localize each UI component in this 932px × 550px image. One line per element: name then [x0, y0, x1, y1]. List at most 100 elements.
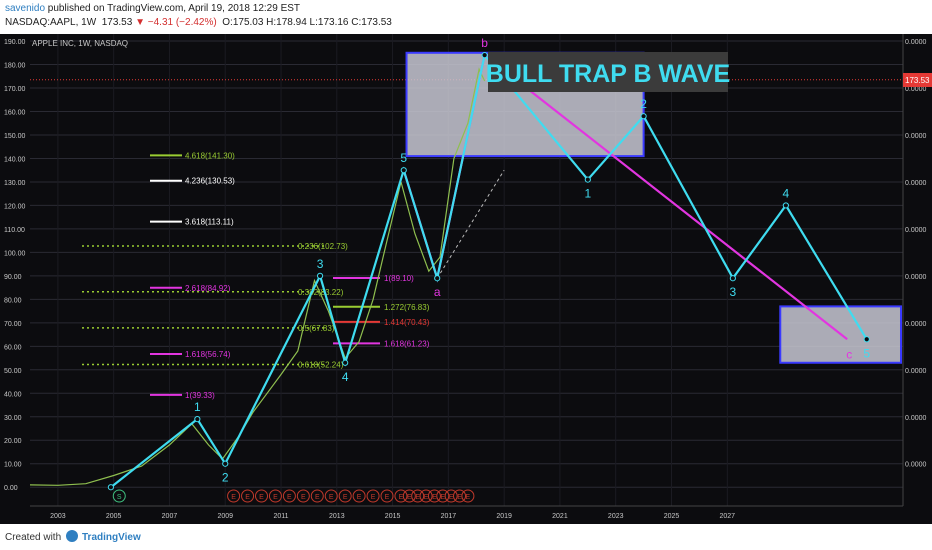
- fib-extension-label: 1(89.10): [384, 274, 414, 283]
- x-tick-label: 2027: [719, 513, 735, 520]
- wave-point: [316, 272, 324, 279]
- y-tick-label: 190.00: [4, 39, 26, 46]
- chart-svg[interactable]: 4.618(141.30) 4.236(130.53) 3.618(113.11) 2…: [0, 34, 932, 524]
- e-marker-circle: [436, 489, 450, 503]
- right-axis-label: 0.0000: [905, 274, 927, 281]
- fib-level-label: 2.618(84.92): [185, 284, 231, 293]
- wave-label: 5: [863, 346, 870, 360]
- x-tick-label: 2013: [329, 513, 345, 520]
- e-marker-label: E: [415, 494, 420, 501]
- x-tick-label: 2005: [106, 513, 122, 520]
- fib-extension-label: 1.414(70.43): [384, 318, 430, 327]
- e-marker-label: E: [457, 494, 462, 501]
- e-marker-circle: [427, 489, 441, 503]
- fib-retracement-label: 0.618(52.24): [298, 361, 344, 370]
- e-marker-circle: [241, 489, 255, 503]
- e-marker-circle: [282, 489, 296, 503]
- wave-label: 2: [222, 471, 229, 485]
- last-price: 173.53: [101, 17, 133, 28]
- wave-label: b: [481, 36, 488, 50]
- wave-label: 1: [584, 187, 591, 201]
- current-price-tag: [903, 73, 932, 87]
- wave-point: [194, 416, 201, 423]
- author-link[interactable]: savenido: [5, 3, 46, 14]
- publish-date: published on TradingView.com, April 19, …: [45, 3, 301, 14]
- y-tick-label: 50.00: [4, 368, 22, 375]
- e-marker-label: E: [440, 494, 445, 501]
- y-tick-label: 110.00: [4, 227, 25, 234]
- right-axis-label: 0.0000: [905, 462, 927, 469]
- fib-retracement-label: 0.382(83.22): [298, 288, 344, 297]
- e-marker-circle: [444, 489, 458, 503]
- publish-header: savenido published on TradingView.com, A…: [0, 0, 932, 34]
- x-tick-label: 2017: [441, 513, 457, 520]
- e-marker-circle: [461, 489, 475, 503]
- y-tick-label: 30.00: [4, 415, 22, 422]
- grid-layer: [30, 34, 903, 506]
- x-tick-label: 2021: [552, 513, 568, 520]
- wave-point: [584, 176, 591, 183]
- right-axis-label: 0.0000: [905, 133, 927, 140]
- x-tick-label: 2011: [273, 513, 288, 520]
- e-marker-label: E: [329, 494, 334, 501]
- fib-level-label: 4.618(141.30): [185, 151, 235, 160]
- wave-label: 4: [783, 186, 790, 200]
- e-marker-circle: [366, 489, 380, 503]
- wave-point: [481, 52, 488, 59]
- y-tick-label: 130.00: [4, 180, 26, 187]
- fib-layer: 4.618(141.30) 4.236(130.53) 3.618(113.11) 2…: [82, 151, 430, 400]
- e-marker-label: E: [245, 494, 250, 501]
- s-marker-circle: [112, 489, 126, 503]
- y-tick-label: 40.00: [4, 391, 22, 398]
- wave-label: 5: [400, 151, 407, 165]
- wave-point: [729, 275, 736, 282]
- wave-label: 1: [194, 400, 201, 414]
- y-tick-label: 100.00: [4, 250, 26, 257]
- e-marker-label: E: [407, 494, 412, 501]
- y-tick-label: 0.00: [4, 485, 18, 492]
- instrument-label: APPLE INC, 1W, NASDAQ: [32, 39, 128, 48]
- chart-area[interactable]: 4.618(141.30) 4.236(130.53) 3.618(113.11) 2…: [0, 34, 932, 524]
- e-marker-label: E: [424, 494, 429, 501]
- e-marker-circle: [380, 489, 394, 503]
- wave-point: [222, 460, 229, 467]
- fib-level-label: 3.618(113.11): [185, 218, 234, 227]
- s-marker-label: S: [117, 494, 122, 501]
- e-marker-circle: [453, 489, 467, 503]
- y-tick-label: 140.00: [4, 156, 26, 163]
- x-tick-label: 2023: [608, 513, 624, 520]
- tradingview-logo-icon: [66, 530, 78, 542]
- title-label-box: [488, 52, 728, 92]
- y-tick-label: 180.00: [4, 63, 26, 70]
- title-label: BULL TRAP B WAVE: [486, 60, 730, 88]
- right-axis-label: 0.0000: [905, 227, 927, 234]
- created-with-text: Created with: [5, 532, 62, 543]
- e-marker-label: E: [449, 494, 454, 501]
- tradingview-link[interactable]: TradingView: [82, 532, 141, 543]
- wave-point: [434, 275, 441, 282]
- wave-point: [107, 484, 114, 491]
- e-marker-circle: [411, 489, 425, 503]
- wave-point: [782, 202, 789, 209]
- down-arrow-icon: ▼: [135, 17, 145, 28]
- e-marker-circle: [338, 489, 352, 503]
- wave-label: 4: [342, 370, 349, 384]
- e-marker-circle: [419, 489, 433, 503]
- e-marker-label: E: [466, 494, 471, 501]
- fib-extension-label: 1.618(61.23): [384, 339, 430, 348]
- wave-point: [400, 167, 407, 174]
- wave-point: [342, 359, 349, 366]
- wave-label: 3: [317, 257, 324, 271]
- y-tick-label: 60.00: [4, 344, 22, 351]
- fib-extension-label: 1.272(76.83): [384, 303, 430, 312]
- ohlc-values: O:175.03 H:178.94 L:173.16 C:173.53: [222, 17, 392, 28]
- e-marker-label: E: [315, 494, 320, 501]
- e-marker-circle: [268, 489, 282, 503]
- x-tick-label: 2015: [385, 513, 401, 520]
- wave-label: 2: [640, 97, 647, 111]
- x-tick-label: 2003: [50, 513, 66, 520]
- e-marker-circle: [352, 489, 366, 503]
- e-marker-label: E: [259, 494, 264, 501]
